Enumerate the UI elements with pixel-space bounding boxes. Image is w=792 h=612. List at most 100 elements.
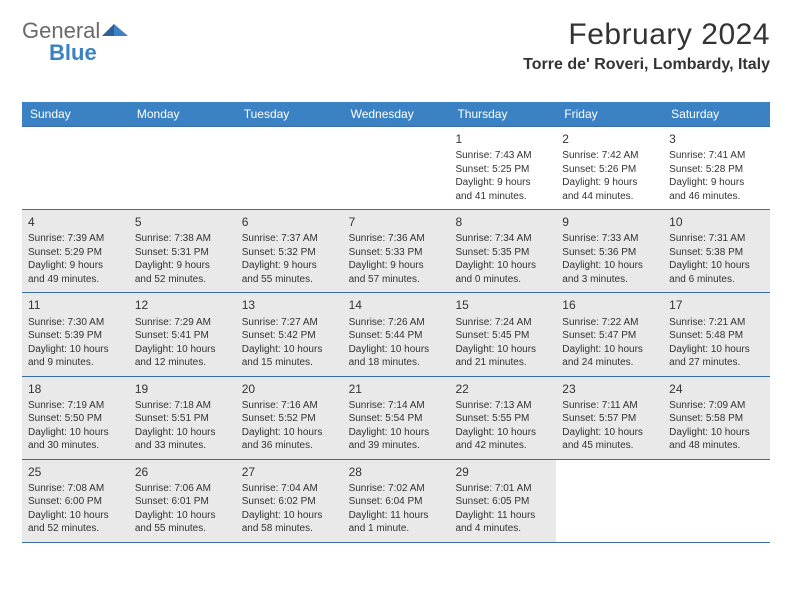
day-info-line: Sunrise: 7:26 AM — [349, 316, 444, 330]
day-info-line: Sunrise: 7:22 AM — [562, 316, 657, 330]
day-info-line: Daylight: 10 hours — [349, 426, 444, 440]
day-number: 8 — [455, 214, 550, 230]
day-number: 20 — [242, 381, 337, 397]
day-info-line: Sunset: 5:45 PM — [455, 329, 550, 343]
day-cell: 24Sunrise: 7:09 AMSunset: 5:58 PMDayligh… — [663, 377, 770, 459]
day-info-line: Daylight: 9 hours — [242, 259, 337, 273]
day-info-line: Sunset: 5:47 PM — [562, 329, 657, 343]
day-cell: 6Sunrise: 7:37 AMSunset: 5:32 PMDaylight… — [236, 210, 343, 292]
day-info-line: and 30 minutes. — [28, 439, 123, 453]
title-block: February 2024 Torre de' Roveri, Lombardy… — [523, 18, 770, 74]
day-info-line: Sunset: 6:05 PM — [455, 495, 550, 509]
day-number: 13 — [242, 297, 337, 313]
location: Torre de' Roveri, Lombardy, Italy — [523, 56, 770, 74]
day-info-line: Sunset: 5:35 PM — [455, 246, 550, 260]
day-cell: 9Sunrise: 7:33 AMSunset: 5:36 PMDaylight… — [556, 210, 663, 292]
day-cell — [343, 127, 450, 209]
day-cell — [129, 127, 236, 209]
day-info-line: Sunset: 5:57 PM — [562, 412, 657, 426]
day-info-line: Sunset: 5:44 PM — [349, 329, 444, 343]
weeks-container: 1Sunrise: 7:43 AMSunset: 5:25 PMDaylight… — [22, 126, 770, 543]
day-info-line: and 1 minute. — [349, 522, 444, 536]
day-info-line: and 45 minutes. — [562, 439, 657, 453]
day-number: 3 — [669, 131, 764, 147]
day-number: 27 — [242, 464, 337, 480]
day-info-line: Sunrise: 7:02 AM — [349, 482, 444, 496]
day-info-line: and 41 minutes. — [455, 190, 550, 204]
weekday-label: Friday — [556, 102, 663, 126]
day-info-line: and 6 minutes. — [669, 273, 764, 287]
day-info-line: Sunrise: 7:09 AM — [669, 399, 764, 413]
day-number: 2 — [562, 131, 657, 147]
day-cell — [556, 460, 663, 542]
weekday-label: Thursday — [449, 102, 556, 126]
day-info-line: and 12 minutes. — [135, 356, 230, 370]
day-info-line: Daylight: 10 hours — [669, 343, 764, 357]
day-number: 26 — [135, 464, 230, 480]
day-info-line: and 15 minutes. — [242, 356, 337, 370]
day-info-line: Sunset: 5:58 PM — [669, 412, 764, 426]
day-info-line: and 39 minutes. — [349, 439, 444, 453]
week-row: 25Sunrise: 7:08 AMSunset: 6:00 PMDayligh… — [22, 460, 770, 543]
day-cell: 10Sunrise: 7:31 AMSunset: 5:38 PMDayligh… — [663, 210, 770, 292]
day-info-line: and 24 minutes. — [562, 356, 657, 370]
day-info-line: Daylight: 10 hours — [455, 259, 550, 273]
header-row: General February 2024 Torre de' Roveri, … — [22, 18, 770, 74]
brand-blue-wrap: Blue — [49, 40, 97, 66]
day-cell: 23Sunrise: 7:11 AMSunset: 5:57 PMDayligh… — [556, 377, 663, 459]
day-info-line: and 57 minutes. — [349, 273, 444, 287]
day-info-line: Sunset: 6:02 PM — [242, 495, 337, 509]
day-info-line: Sunrise: 7:11 AM — [562, 399, 657, 413]
day-info-line: and 36 minutes. — [242, 439, 337, 453]
day-info-line: and 18 minutes. — [349, 356, 444, 370]
day-cell: 27Sunrise: 7:04 AMSunset: 6:02 PMDayligh… — [236, 460, 343, 542]
day-info-line: Daylight: 10 hours — [562, 343, 657, 357]
month-title: February 2024 — [523, 18, 770, 52]
day-info-line: and 58 minutes. — [242, 522, 337, 536]
week-row: 4Sunrise: 7:39 AMSunset: 5:29 PMDaylight… — [22, 210, 770, 293]
day-cell — [236, 127, 343, 209]
day-info-line: and 55 minutes. — [242, 273, 337, 287]
day-number: 11 — [28, 297, 123, 313]
day-number: 22 — [455, 381, 550, 397]
weekday-header: SundayMondayTuesdayWednesdayThursdayFrid… — [22, 102, 770, 126]
day-cell: 8Sunrise: 7:34 AMSunset: 5:35 PMDaylight… — [449, 210, 556, 292]
day-info-line: and 27 minutes. — [669, 356, 764, 370]
day-info-line: Daylight: 10 hours — [28, 343, 123, 357]
day-info-line: Daylight: 10 hours — [455, 343, 550, 357]
day-number: 5 — [135, 214, 230, 230]
day-info-line: Daylight: 9 hours — [562, 176, 657, 190]
day-info-line: Sunrise: 7:08 AM — [28, 482, 123, 496]
day-info-line: Sunrise: 7:14 AM — [349, 399, 444, 413]
day-info-line: Daylight: 10 hours — [669, 426, 764, 440]
day-info-line: Sunset: 5:38 PM — [669, 246, 764, 260]
day-info-line: Daylight: 11 hours — [349, 509, 444, 523]
day-info-line: Sunset: 5:32 PM — [242, 246, 337, 260]
day-info-line: Sunset: 5:25 PM — [455, 163, 550, 177]
day-info-line: Sunrise: 7:18 AM — [135, 399, 230, 413]
day-cell: 22Sunrise: 7:13 AMSunset: 5:55 PMDayligh… — [449, 377, 556, 459]
day-info-line: Sunset: 6:04 PM — [349, 495, 444, 509]
day-cell: 19Sunrise: 7:18 AMSunset: 5:51 PMDayligh… — [129, 377, 236, 459]
day-cell: 3Sunrise: 7:41 AMSunset: 5:28 PMDaylight… — [663, 127, 770, 209]
day-info-line: and 21 minutes. — [455, 356, 550, 370]
day-info-line: Sunset: 5:54 PM — [349, 412, 444, 426]
day-info-line: Sunset: 5:33 PM — [349, 246, 444, 260]
day-cell: 12Sunrise: 7:29 AMSunset: 5:41 PMDayligh… — [129, 293, 236, 375]
weekday-label: Saturday — [663, 102, 770, 126]
day-info-line: Sunrise: 7:38 AM — [135, 232, 230, 246]
day-cell: 21Sunrise: 7:14 AMSunset: 5:54 PMDayligh… — [343, 377, 450, 459]
day-info-line: Sunrise: 7:16 AM — [242, 399, 337, 413]
day-number: 1 — [455, 131, 550, 147]
day-info-line: and 9 minutes. — [28, 356, 123, 370]
day-number: 12 — [135, 297, 230, 313]
day-info-line: and 33 minutes. — [135, 439, 230, 453]
day-number: 29 — [455, 464, 550, 480]
day-number: 9 — [562, 214, 657, 230]
weekday-label: Sunday — [22, 102, 129, 126]
day-cell — [663, 460, 770, 542]
week-row: 1Sunrise: 7:43 AMSunset: 5:25 PMDaylight… — [22, 126, 770, 210]
day-info-line: Sunset: 6:00 PM — [28, 495, 123, 509]
day-cell: 14Sunrise: 7:26 AMSunset: 5:44 PMDayligh… — [343, 293, 450, 375]
day-info-line: Sunset: 5:55 PM — [455, 412, 550, 426]
